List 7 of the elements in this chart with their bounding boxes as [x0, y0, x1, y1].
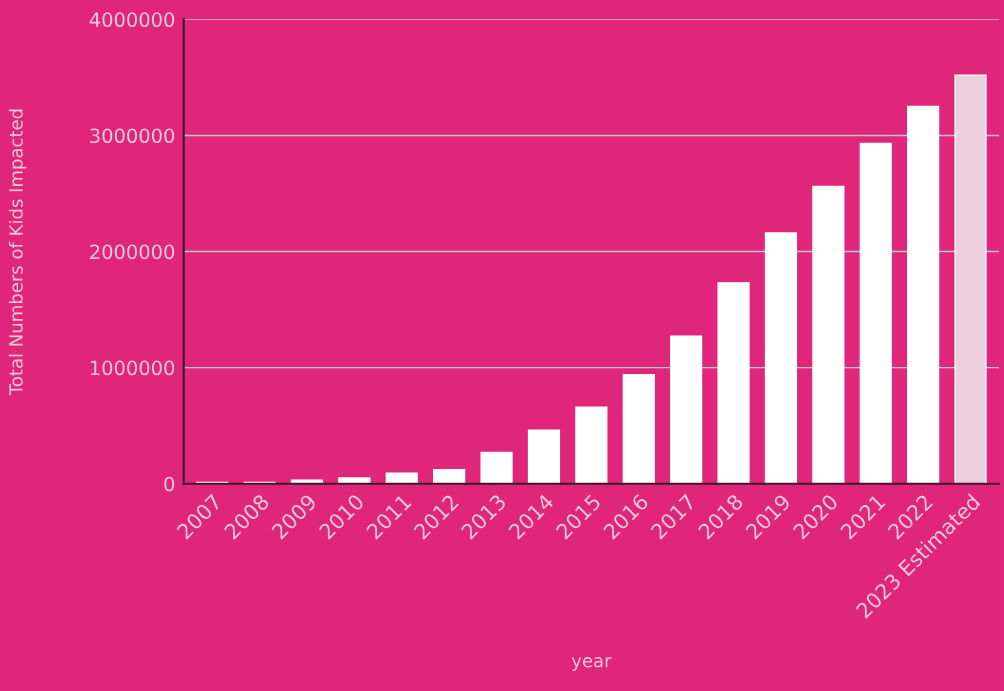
y-tick-label: 2000000: [90, 244, 175, 260]
y-axis-title: Total Numbers of Kids Impacted: [8, 109, 27, 396]
y-tick-label: 3000000: [90, 128, 175, 144]
x-axis-title: year: [571, 657, 612, 671]
y-tick-label: 4000000: [89, 12, 175, 28]
y-tick-label: 0: [164, 476, 175, 492]
y-tick-label: 1000000: [90, 360, 175, 376]
